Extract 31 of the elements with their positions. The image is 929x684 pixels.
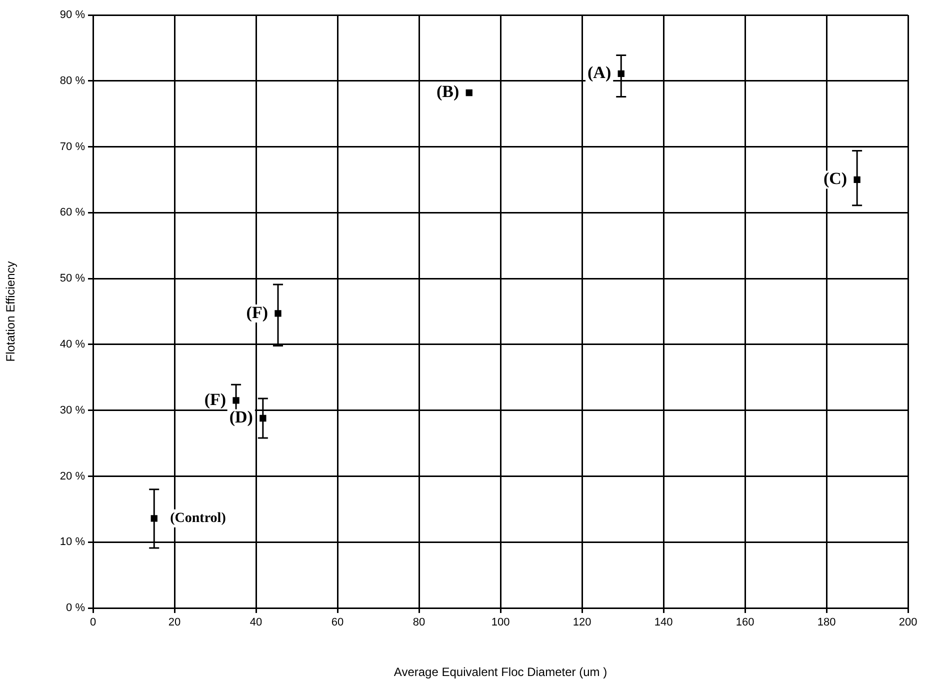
x-tick-label: 20 bbox=[168, 616, 181, 629]
y-tick-label: 90 % bbox=[60, 9, 86, 22]
y-tick-label: 20 % bbox=[60, 470, 86, 482]
x-tick-label: 120 bbox=[572, 616, 592, 629]
y-tick-label: 70 % bbox=[60, 140, 86, 153]
y-tick-label: 40 % bbox=[60, 338, 86, 350]
x-tick-label: 80 bbox=[412, 616, 426, 629]
x-tick-label: 180 bbox=[817, 616, 836, 629]
annotation: (C) bbox=[823, 169, 848, 188]
x-tick-label: 60 bbox=[331, 616, 344, 629]
annotation: (Control) bbox=[170, 511, 226, 526]
y-tick-label: 50 % bbox=[60, 272, 86, 285]
point bbox=[466, 89, 472, 96]
annotation: (D) bbox=[229, 408, 253, 427]
x-tick-label: 40 bbox=[250, 616, 262, 629]
x-tick-label: 160 bbox=[736, 616, 754, 629]
y-axis-title: Flotation Efficiency bbox=[4, 261, 18, 362]
y-tick-label: 80 % bbox=[60, 74, 86, 87]
x-tick-label: 100 bbox=[491, 616, 510, 629]
x-tick-label: 140 bbox=[654, 616, 673, 629]
y-tick-label: 30 % bbox=[60, 404, 86, 416]
y-tick-label: 0 % bbox=[66, 602, 86, 614]
y-tick-label: 10 % bbox=[60, 536, 86, 548]
annotation: (B) bbox=[436, 82, 460, 102]
y-tick-label: 60 % bbox=[60, 206, 86, 219]
annotation: (A) bbox=[588, 63, 612, 82]
annotation: (F) bbox=[246, 302, 268, 322]
x-tick-label: 200 bbox=[898, 616, 918, 629]
annotation: (F) bbox=[204, 390, 226, 409]
x-axis-title: Average Equivalent Floc Diameter (um ) bbox=[394, 665, 608, 680]
x-tick-label: 0 bbox=[90, 616, 96, 629]
